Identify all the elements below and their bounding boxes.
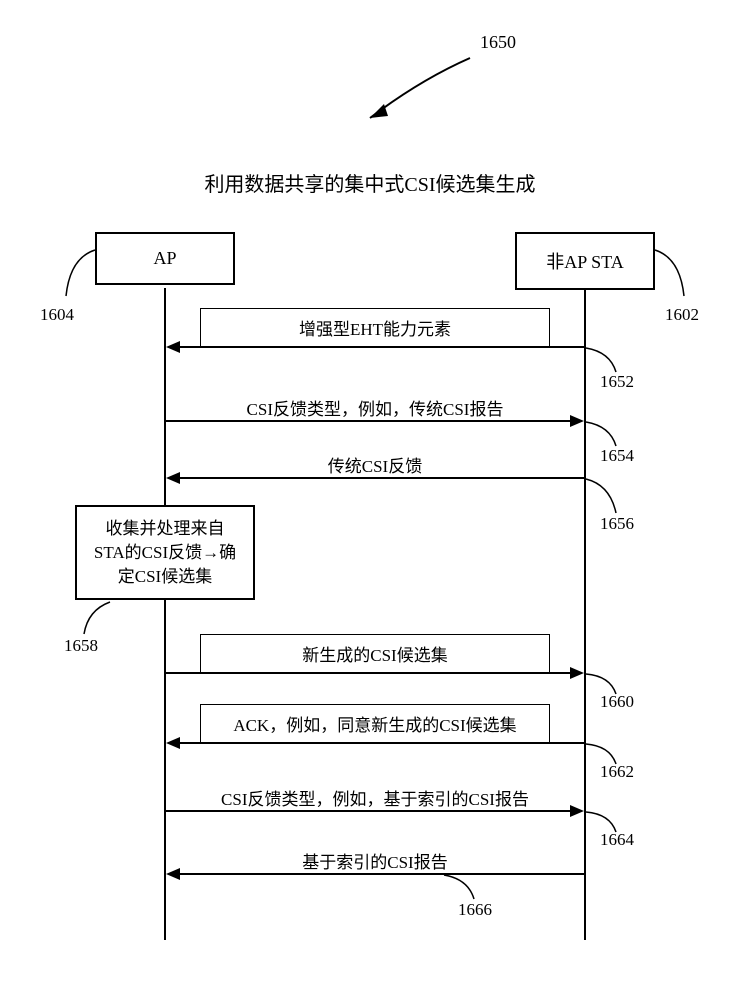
msg3-arrowhead (166, 472, 180, 484)
msg7-arrow (178, 873, 584, 875)
msg7-label: 基于索引的CSI报告 (175, 848, 575, 873)
actor-ap-label: AP (153, 248, 176, 268)
msg6-label: CSI反馈类型，例如，基于索引的CSI报告 (175, 785, 575, 810)
msg3-arrow (178, 477, 584, 479)
msg5-arrowhead (166, 737, 180, 749)
msg2-arrowhead (570, 415, 584, 427)
msg3-label: 传统CSI反馈 (175, 452, 575, 477)
msg7-arrowhead (166, 868, 180, 880)
diagram-title: 利用数据共享的集中式CSI候选集生成 (0, 168, 740, 197)
msg2-label: CSI反馈类型，例如，传统CSI报告 (175, 395, 575, 420)
ref-hook-1666 (444, 873, 484, 903)
msg6-arrowhead (570, 805, 584, 817)
ref-hook-1604 (60, 248, 100, 308)
lifeline-sta (584, 288, 586, 940)
ref-1658: 1658 (64, 636, 98, 656)
ref-hook-1656 (586, 477, 626, 517)
ref-1662: 1662 (600, 762, 634, 782)
msg5-box: ACK，例如，同意新生成的CSI候选集 (200, 704, 550, 743)
ref-hook-1602 (650, 248, 690, 308)
msg6-arrow (166, 810, 572, 812)
msg4-arrowhead (570, 667, 584, 679)
ref-1652: 1652 (600, 372, 634, 392)
ref-1660: 1660 (600, 692, 634, 712)
lifeline-ap (164, 288, 166, 940)
process-box: 收集并处理来自 STA的CSI反馈→确 定CSI候选集 (75, 505, 255, 600)
actor-sta: 非AP STA (515, 232, 655, 290)
msg2-arrow (166, 420, 572, 422)
msg4-arrow (166, 672, 572, 674)
ref-1654: 1654 (600, 446, 634, 466)
ref-1656: 1656 (600, 514, 634, 534)
msg1-box: 增强型EHT能力元素 (200, 308, 550, 347)
msg4-box: 新生成的CSI候选集 (200, 634, 550, 673)
ref-1604: 1604 (40, 305, 74, 325)
msg5-arrow (178, 742, 584, 744)
figure-pointer-arrow (340, 40, 500, 130)
actor-ap: AP (95, 232, 235, 285)
ref-1666: 1666 (458, 900, 492, 920)
msg1-arrowhead (166, 341, 180, 353)
ref-1664: 1664 (600, 830, 634, 850)
ref-hook-1658 (80, 602, 120, 638)
ref-1602: 1602 (665, 305, 699, 325)
msg1-arrow (178, 346, 584, 348)
process-text: 收集并处理来自 STA的CSI反馈→确 定CSI候选集 (94, 519, 236, 586)
actor-sta-label: 非AP STA (546, 252, 623, 272)
